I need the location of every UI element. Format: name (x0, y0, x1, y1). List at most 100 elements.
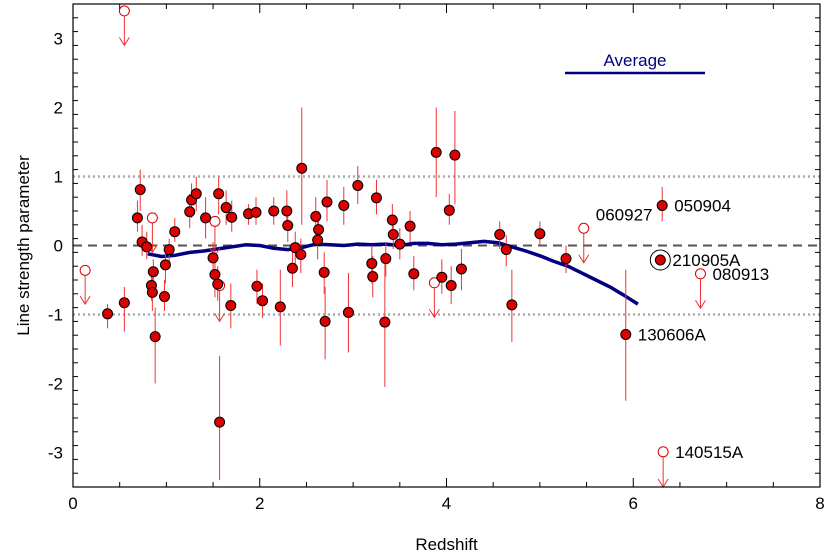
data-point-66 (534, 228, 546, 240)
data-point-59 (443, 204, 455, 216)
data-point-62 (455, 263, 467, 275)
data-point-64 (500, 244, 512, 256)
legend: Average (565, 51, 705, 75)
data-point-43 (321, 196, 333, 208)
data-point-32 (281, 205, 293, 217)
data-point-47 (366, 257, 378, 269)
y-tick-label-5: 2 (54, 99, 63, 118)
y-tick-label-4: 1 (54, 168, 63, 187)
data-point-49 (370, 192, 382, 204)
data-point-45 (342, 306, 354, 318)
x-axis-ticks: 0 2 4 6 8 (68, 4, 825, 513)
limit-arrow-head-1 (118, 37, 130, 47)
data-point-9 (149, 331, 161, 343)
x-tick-label-2: 4 (442, 494, 451, 513)
data-point-60 (445, 280, 457, 292)
data-point-56 (408, 268, 420, 280)
annotation-label-3: 080913 (712, 265, 769, 284)
limit-point-5 (428, 277, 440, 289)
annotation-label-4: 130606A (638, 326, 707, 345)
y-tick-label-6: 3 (54, 30, 63, 49)
data-point-8 (147, 266, 159, 278)
annotation-label-1: 060927 (596, 205, 653, 224)
y-tick-label-2: -1 (48, 306, 63, 325)
data-point-41 (318, 266, 330, 278)
data-point-21 (213, 188, 225, 200)
data-point-18 (207, 252, 219, 264)
y-tick-label-3: 0 (54, 237, 63, 256)
data-point-25 (225, 300, 237, 312)
y-tick-label-1: -2 (48, 375, 63, 394)
limit-point-0 (79, 264, 91, 276)
data-point-23 (220, 202, 232, 214)
limit-point-3 (209, 215, 221, 227)
average-line-layer (147, 239, 639, 306)
data-point-19 (209, 268, 221, 280)
annotation-label-2: 210905A (672, 251, 741, 270)
data-point-69 (656, 199, 668, 211)
x-axis-title: Redshift (415, 535, 478, 554)
limit-point-2 (146, 212, 158, 224)
data-point-51 (380, 253, 392, 265)
reference-lines (73, 175, 820, 316)
data-point-67 (560, 253, 572, 265)
data-point-65 (506, 299, 518, 311)
data-point-24 (226, 211, 238, 223)
data-point-58 (436, 271, 448, 283)
data-point-20 (212, 278, 224, 290)
data-point-42 (319, 315, 331, 327)
data-point-1 (118, 297, 130, 309)
y-tick-label-0: -3 (48, 444, 63, 463)
data-point-31 (274, 301, 286, 313)
annotation-label-0: 050904 (674, 196, 731, 215)
data-point-17 (200, 212, 212, 224)
data-point-34 (286, 262, 298, 274)
data-point-0 (102, 308, 114, 320)
annotation-label-5: 140515A (675, 443, 744, 462)
y-axis-ticks: -3 -2 -1 0 1 2 3 (48, 3, 820, 488)
x-tick-label-0: 0 (68, 494, 77, 513)
data-point-57 (430, 146, 442, 158)
data-point-29 (257, 295, 269, 307)
data-point-40 (313, 224, 325, 236)
data-point-48 (367, 271, 379, 283)
limit-point-7 (694, 268, 706, 280)
legend-label-average: Average (603, 51, 666, 70)
limit-point-6 (578, 222, 590, 234)
data-point-7 (146, 286, 158, 298)
data-point-30 (268, 205, 280, 217)
data-point-3 (134, 184, 146, 196)
limit-arrow-head-7 (695, 300, 706, 310)
limit-arrow-head-0 (79, 295, 91, 306)
errorbar-layer (107, 107, 663, 481)
data-point-38 (310, 211, 322, 223)
limit-arrow-head-5 (428, 308, 440, 319)
highlight-ring-210905A (649, 249, 671, 271)
data-point-27 (250, 206, 262, 218)
y-axis-title: Line strength parameter (14, 155, 33, 336)
data-point-layer (102, 146, 671, 428)
data-point-10 (159, 259, 171, 271)
data-point-46 (352, 179, 364, 191)
data-point-14 (184, 206, 196, 218)
data-point-28 (251, 280, 263, 292)
data-point-52 (386, 214, 398, 226)
limit-arrow-head-6 (578, 254, 590, 264)
x-tick-label-3: 6 (629, 494, 638, 513)
limit-point-1 (118, 5, 130, 17)
data-point-44 (338, 199, 350, 211)
data-point-12 (163, 244, 175, 256)
limit-arrow-head-4 (214, 313, 226, 323)
average-line (147, 239, 639, 306)
data-point-2 (131, 212, 143, 224)
data-point-16 (190, 188, 202, 200)
data-point-11 (159, 291, 171, 303)
data-point-36 (295, 248, 307, 260)
data-point-70 (654, 254, 666, 266)
x-tick-label-4: 8 (815, 494, 824, 513)
data-point-13 (169, 226, 181, 238)
data-point-63 (494, 228, 506, 240)
